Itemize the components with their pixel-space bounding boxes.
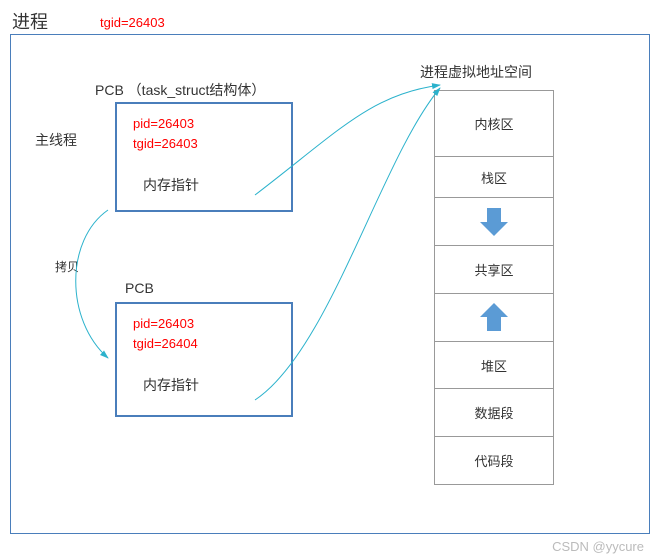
pcb2-mem-pointer: 内存指针 xyxy=(143,375,275,395)
vas-cell-code: 代码段 xyxy=(435,437,553,484)
pcb2-pid: pid=26403 xyxy=(133,314,275,334)
vas-cell-kernel: 内核区 xyxy=(435,91,553,157)
vas-cell-stack: 栈区 xyxy=(435,157,553,199)
vas-table: 内核区 栈区 共享区 堆区 数据段 代码段 xyxy=(434,90,554,485)
pcb1-box: pid=26403 tgid=26403 内存指针 xyxy=(115,102,293,212)
vas-cell-heap: 堆区 xyxy=(435,342,553,390)
outer-container xyxy=(10,34,650,534)
arrow-up-icon xyxy=(480,303,508,331)
title-process: 进程 xyxy=(12,8,48,34)
vas-cell-arrow-down xyxy=(435,198,553,246)
pcb2-header: PCB xyxy=(125,280,154,296)
pcb1-pid: pid=26403 xyxy=(133,114,275,134)
pcb2-box: pid=26403 tgid=26404 内存指针 xyxy=(115,302,293,417)
vas-cell-data: 数据段 xyxy=(435,389,553,437)
copy-label: 拷贝 xyxy=(55,258,79,275)
vas-title: 进程虚拟地址空间 xyxy=(420,62,532,82)
vas-cell-shared: 共享区 xyxy=(435,246,553,294)
watermark: CSDN @yycure xyxy=(552,539,644,554)
pcb2-tgid: tgid=26404 xyxy=(133,334,275,354)
process-diagram: 进程 tgid=26403 PCB （task_struct结构体） 主线程 p… xyxy=(0,0,662,560)
pcb1-mem-pointer: 内存指针 xyxy=(143,175,275,195)
main-thread-label: 主线程 xyxy=(35,130,77,150)
arrow-down-icon xyxy=(480,208,508,236)
pcb1-tgid: tgid=26403 xyxy=(133,134,275,154)
title-tgid: tgid=26403 xyxy=(100,13,165,33)
pcb1-header: PCB （task_struct结构体） xyxy=(95,80,265,100)
vas-cell-arrow-up xyxy=(435,294,553,342)
